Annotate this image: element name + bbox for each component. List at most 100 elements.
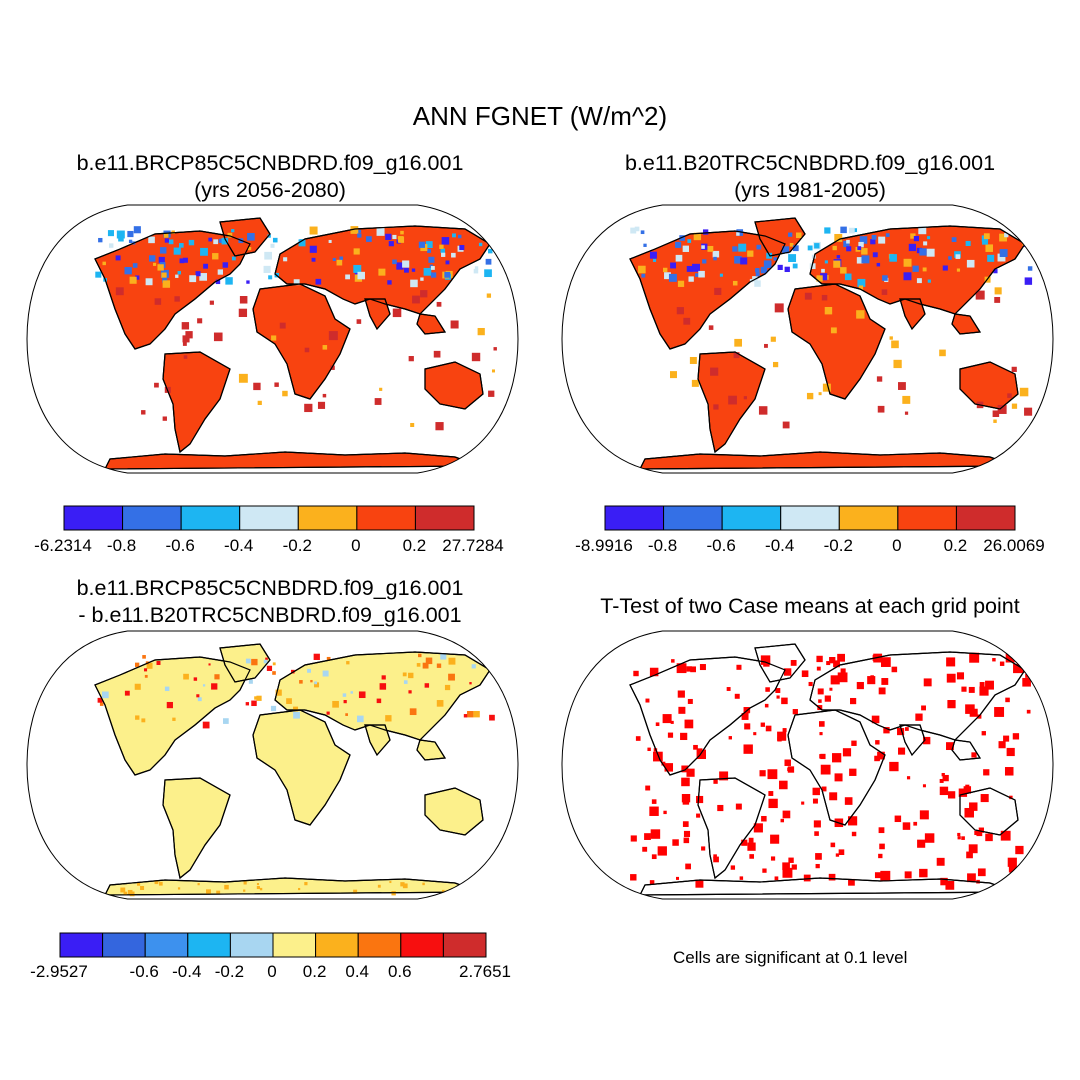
grid-cell [473,710,480,718]
grid-cell [163,233,169,238]
grid-cell [172,717,176,721]
grid-cell [238,308,248,317]
grid-cell [756,244,762,250]
grid-cell [231,229,235,233]
grid-cell [940,877,948,886]
grid-cell [881,678,889,685]
grid-cell [279,322,286,329]
grid-cell [215,279,221,285]
grid-cell [770,336,776,342]
grid-cell [732,246,738,252]
grid-cell [882,275,888,281]
grid-cell [154,880,159,885]
grid-cell [381,675,386,680]
grid-cell [313,653,320,660]
colorbar-label: 0.2 [302,962,327,981]
grid-cell [140,885,145,891]
grid-cell [830,842,836,848]
grid-cell [848,878,855,886]
grid-cell [418,241,426,248]
grid-cell [649,880,655,885]
grid-cell [689,356,697,364]
grid-cell [343,699,347,704]
grid-cell [270,705,277,712]
colorbar-swatch [180,505,241,531]
grid-cell [1000,830,1011,841]
grid-cell [754,280,761,287]
coastline-antarctica [639,451,1016,470]
grid-cell [124,690,130,696]
grid-cell [487,236,495,243]
grid-cell [686,265,693,272]
grid-cell [693,744,698,750]
grid-cell [389,881,392,884]
grid-cell [969,802,978,811]
grid-cell [657,846,667,856]
grid-cell [702,259,707,264]
grid-cell [164,238,170,243]
grid-cell [908,243,917,252]
grid-cell [408,690,412,694]
grid-cell [642,846,648,852]
grid-cell [878,687,886,695]
grid-cell [223,718,229,724]
grid-cell [268,275,273,280]
grid-cell [317,401,326,409]
grid-cell [108,243,114,248]
grid-cell [652,258,657,262]
grid-cell [787,766,795,773]
grid-cell [448,657,456,665]
grid-cell [912,265,919,272]
grid-cell [663,810,667,815]
grid-cell [357,715,364,723]
grid-cell [197,883,200,886]
grid-cell [264,251,272,260]
grid-cell [376,698,382,704]
grid-cell [880,870,891,881]
grid-cell [947,700,956,709]
colorbar-swatch [63,505,124,531]
grid-cell [645,785,651,791]
grid-cell [162,416,167,421]
grid-cell [452,233,456,238]
grid-cell [835,853,840,857]
grid-cell [775,688,781,693]
grid-cell [992,410,1000,417]
grid-cell [385,233,392,240]
grid-cell [402,672,407,677]
panel1-map [26,204,519,474]
grid-cell [903,272,912,281]
grid-cell [293,279,300,286]
colorbar-label: -0.8 [647,536,678,555]
colorbar-swatch [897,505,957,531]
grid-cell [356,319,362,324]
panel3-map [26,630,519,900]
colorbar-label: -0.6 [129,962,159,981]
grid-cell [332,257,336,261]
grid-cell [115,287,124,296]
grid-cell [993,269,998,274]
grid-cell [776,695,780,699]
grid-cell [1011,366,1017,372]
grid-cell [861,248,868,255]
grid-cell [451,252,456,258]
grid-cell [444,271,451,278]
grid-cell [408,672,414,679]
grid-cell [315,278,322,285]
grid-cell [681,777,690,787]
grid-cell [256,883,260,886]
grid-cell [664,763,674,772]
grid-cell [425,657,433,665]
colorbar-swatch [780,505,840,531]
grid-cell [221,237,229,245]
grid-cell [467,711,474,718]
grid-cell [440,248,446,254]
grid-cell [817,688,824,695]
grid-cell [1006,747,1015,757]
grid-cell [410,279,418,288]
grid-cell [385,715,392,722]
panel4-title-line1: T-Test of two Case means at each grid po… [600,594,1020,618]
grid-cell [965,240,971,247]
grid-cell [784,266,790,273]
grid-cell [299,680,303,684]
